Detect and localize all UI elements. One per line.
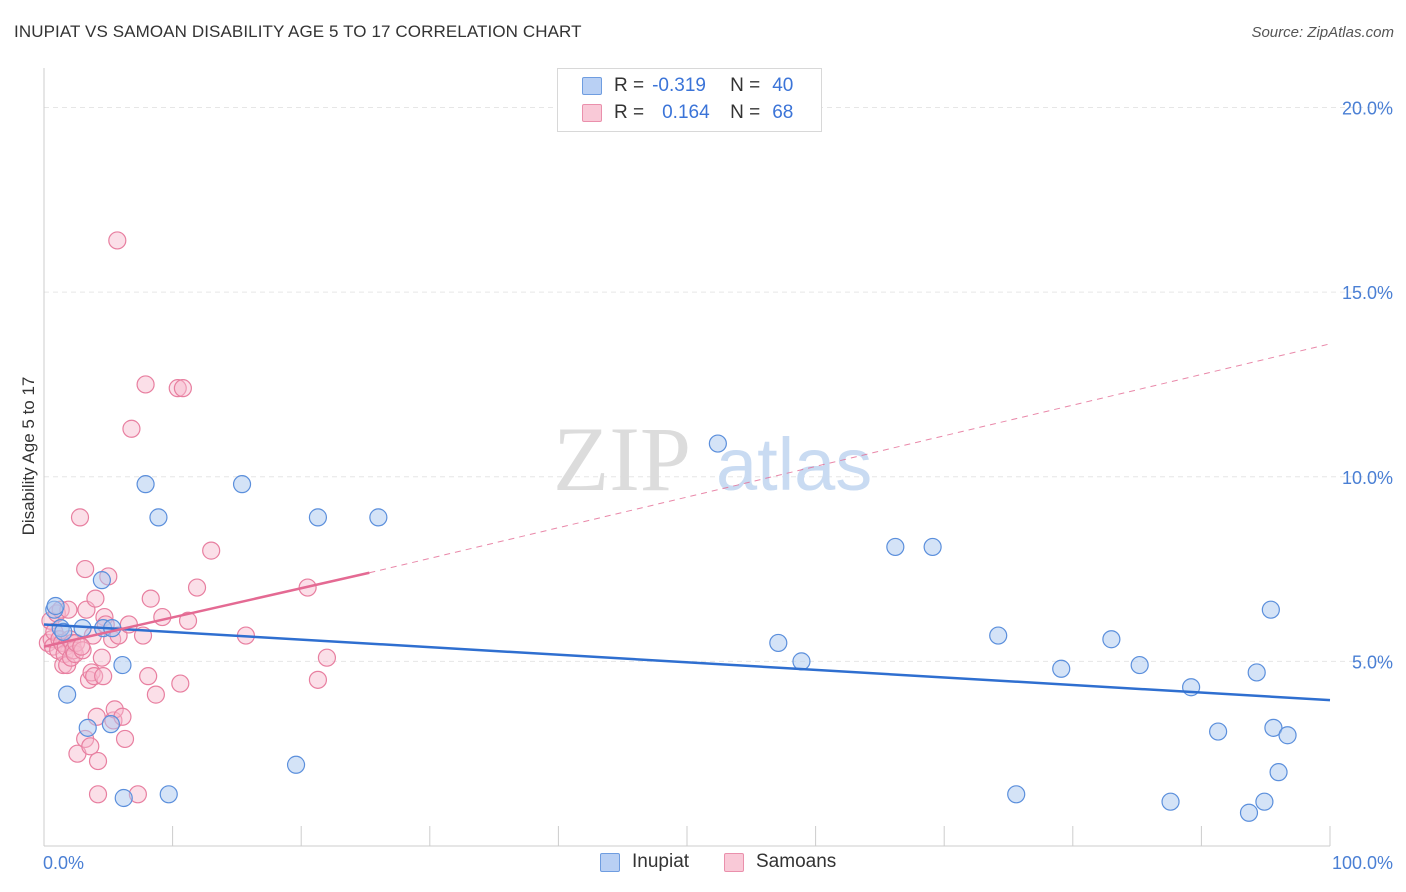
samoans-point — [92, 648, 111, 667]
inupiat-point — [308, 508, 328, 527]
inupiat-point — [369, 508, 388, 527]
samoans-point — [317, 648, 337, 667]
inupiat-point — [92, 571, 111, 590]
chart-title: INUPIAT VS SAMOAN DISABILITY AGE 5 TO 17… — [14, 22, 582, 41]
legend-row-inupiat: R = -0.319 N = 40 — [582, 73, 793, 99]
inupiat-legend-swatch — [600, 852, 620, 872]
inupiat-point — [114, 788, 133, 808]
inupiat-point — [1278, 726, 1297, 745]
legend-r-label: R = — [614, 75, 645, 96]
x-tick-label: 100.0% — [1332, 853, 1393, 873]
inupiat-point — [1261, 600, 1280, 619]
legend-r-value: 0.164 — [662, 102, 710, 123]
inupiat-point — [1247, 663, 1266, 682]
inupiat-points — [45, 434, 1297, 822]
samoans-points — [38, 231, 337, 804]
samoans-point — [178, 611, 198, 630]
inupiat-point — [1209, 722, 1228, 741]
samoans-point — [94, 667, 113, 686]
inupiat-point — [923, 537, 942, 557]
samoans-point — [88, 751, 108, 771]
samoans-point — [153, 607, 172, 627]
samoans-point — [171, 674, 190, 693]
samoans-point — [308, 670, 328, 689]
samoans-point — [108, 231, 127, 250]
grid-lines — [44, 107, 1394, 662]
inupiat-point — [1264, 718, 1283, 737]
inupiat-point — [232, 475, 252, 494]
legend-n-label: N = — [730, 75, 761, 96]
inupiat-point — [792, 652, 811, 671]
inupiat-point — [1130, 655, 1149, 675]
y-tick-label: 15.0% — [1342, 283, 1393, 303]
samoans-legend-swatch — [724, 852, 744, 872]
samoans-swatch — [582, 104, 602, 122]
correlation-legend: R = -0.319 N = 40 R = 0.164 N = 68 — [557, 68, 822, 132]
inupiat-point — [1007, 785, 1026, 804]
samoans-point — [88, 785, 108, 804]
legend-n-value: 40 — [772, 75, 794, 96]
x-tick-label: 0.0% — [43, 853, 84, 873]
inupiat-point — [149, 508, 168, 527]
inupiat-point — [54, 622, 73, 641]
inupiat-point — [101, 715, 120, 734]
y-axis-label: Disability Age 5 to 17 — [19, 377, 38, 536]
inupiat-point — [769, 633, 788, 653]
samoans-point — [122, 419, 141, 438]
inupiat-point — [1161, 792, 1180, 811]
legend-item-inupiat[interactable]: Inupiat — [600, 851, 689, 873]
inupiat-point — [886, 537, 905, 557]
y-tick-label: 5.0% — [1352, 652, 1393, 672]
samoans-trend-line — [43, 571, 370, 648]
inupiat-trend-line — [43, 623, 1331, 702]
samoans-point — [81, 737, 100, 756]
samoans-point — [76, 559, 95, 579]
legend-r-label: R = — [614, 102, 645, 123]
samoans-point — [86, 589, 105, 608]
legend-row-samoans: R = 0.164 N = 68 — [582, 100, 793, 126]
trend-lines — [43, 343, 1331, 702]
inupiat-point — [1239, 803, 1259, 822]
inupiat-point — [1269, 763, 1288, 782]
legend-r-value: -0.319 — [652, 75, 706, 96]
samoans-point — [187, 578, 207, 597]
y-tick-label: 20.0% — [1342, 99, 1393, 119]
samoans-point — [70, 508, 90, 527]
inupiat-point — [136, 475, 155, 494]
tick-labels: 5.0% 10.0% 15.0% 20.0% 0.0% 100.0% — [43, 99, 1393, 873]
series-legend: Inupiat Samoans — [0, 851, 1406, 877]
samoans-point — [136, 375, 155, 394]
watermark-atlas: atlas — [716, 423, 872, 506]
samoans-legend-label: Samoans — [756, 851, 837, 872]
samoans-point — [146, 685, 165, 704]
legend-n-value: 68 — [772, 102, 794, 123]
inupiat-point — [58, 685, 77, 704]
legend-n-label: N = — [730, 102, 761, 123]
samoans-point — [139, 667, 158, 686]
inupiat-point — [989, 626, 1008, 645]
inupiat-point — [1102, 630, 1121, 649]
legend-item-samoans[interactable]: Samoans — [724, 851, 836, 873]
inupiat-point — [78, 718, 97, 737]
samoans-point — [115, 729, 135, 749]
inupiat-swatch — [582, 77, 602, 95]
inupiat-point — [1255, 792, 1274, 811]
inupiat-point — [46, 596, 65, 616]
inupiat-point — [159, 785, 178, 804]
inupiat-legend-label: Inupiat — [632, 851, 690, 872]
samoans-point — [202, 541, 221, 560]
source-label: Source: ZipAtlas.com — [1251, 24, 1394, 41]
y-tick-label: 10.0% — [1342, 468, 1393, 488]
inupiat-point — [708, 434, 727, 453]
inupiat-point — [286, 755, 306, 774]
axes — [43, 68, 1331, 847]
watermark-zip: ZIP — [553, 408, 691, 510]
watermark: ZIP atlas — [553, 408, 872, 510]
samoans-point — [141, 589, 160, 608]
inupiat-point — [1052, 659, 1071, 678]
samoans-point — [168, 379, 187, 398]
inupiat-point — [113, 655, 132, 675]
samoans-point — [173, 379, 192, 398]
